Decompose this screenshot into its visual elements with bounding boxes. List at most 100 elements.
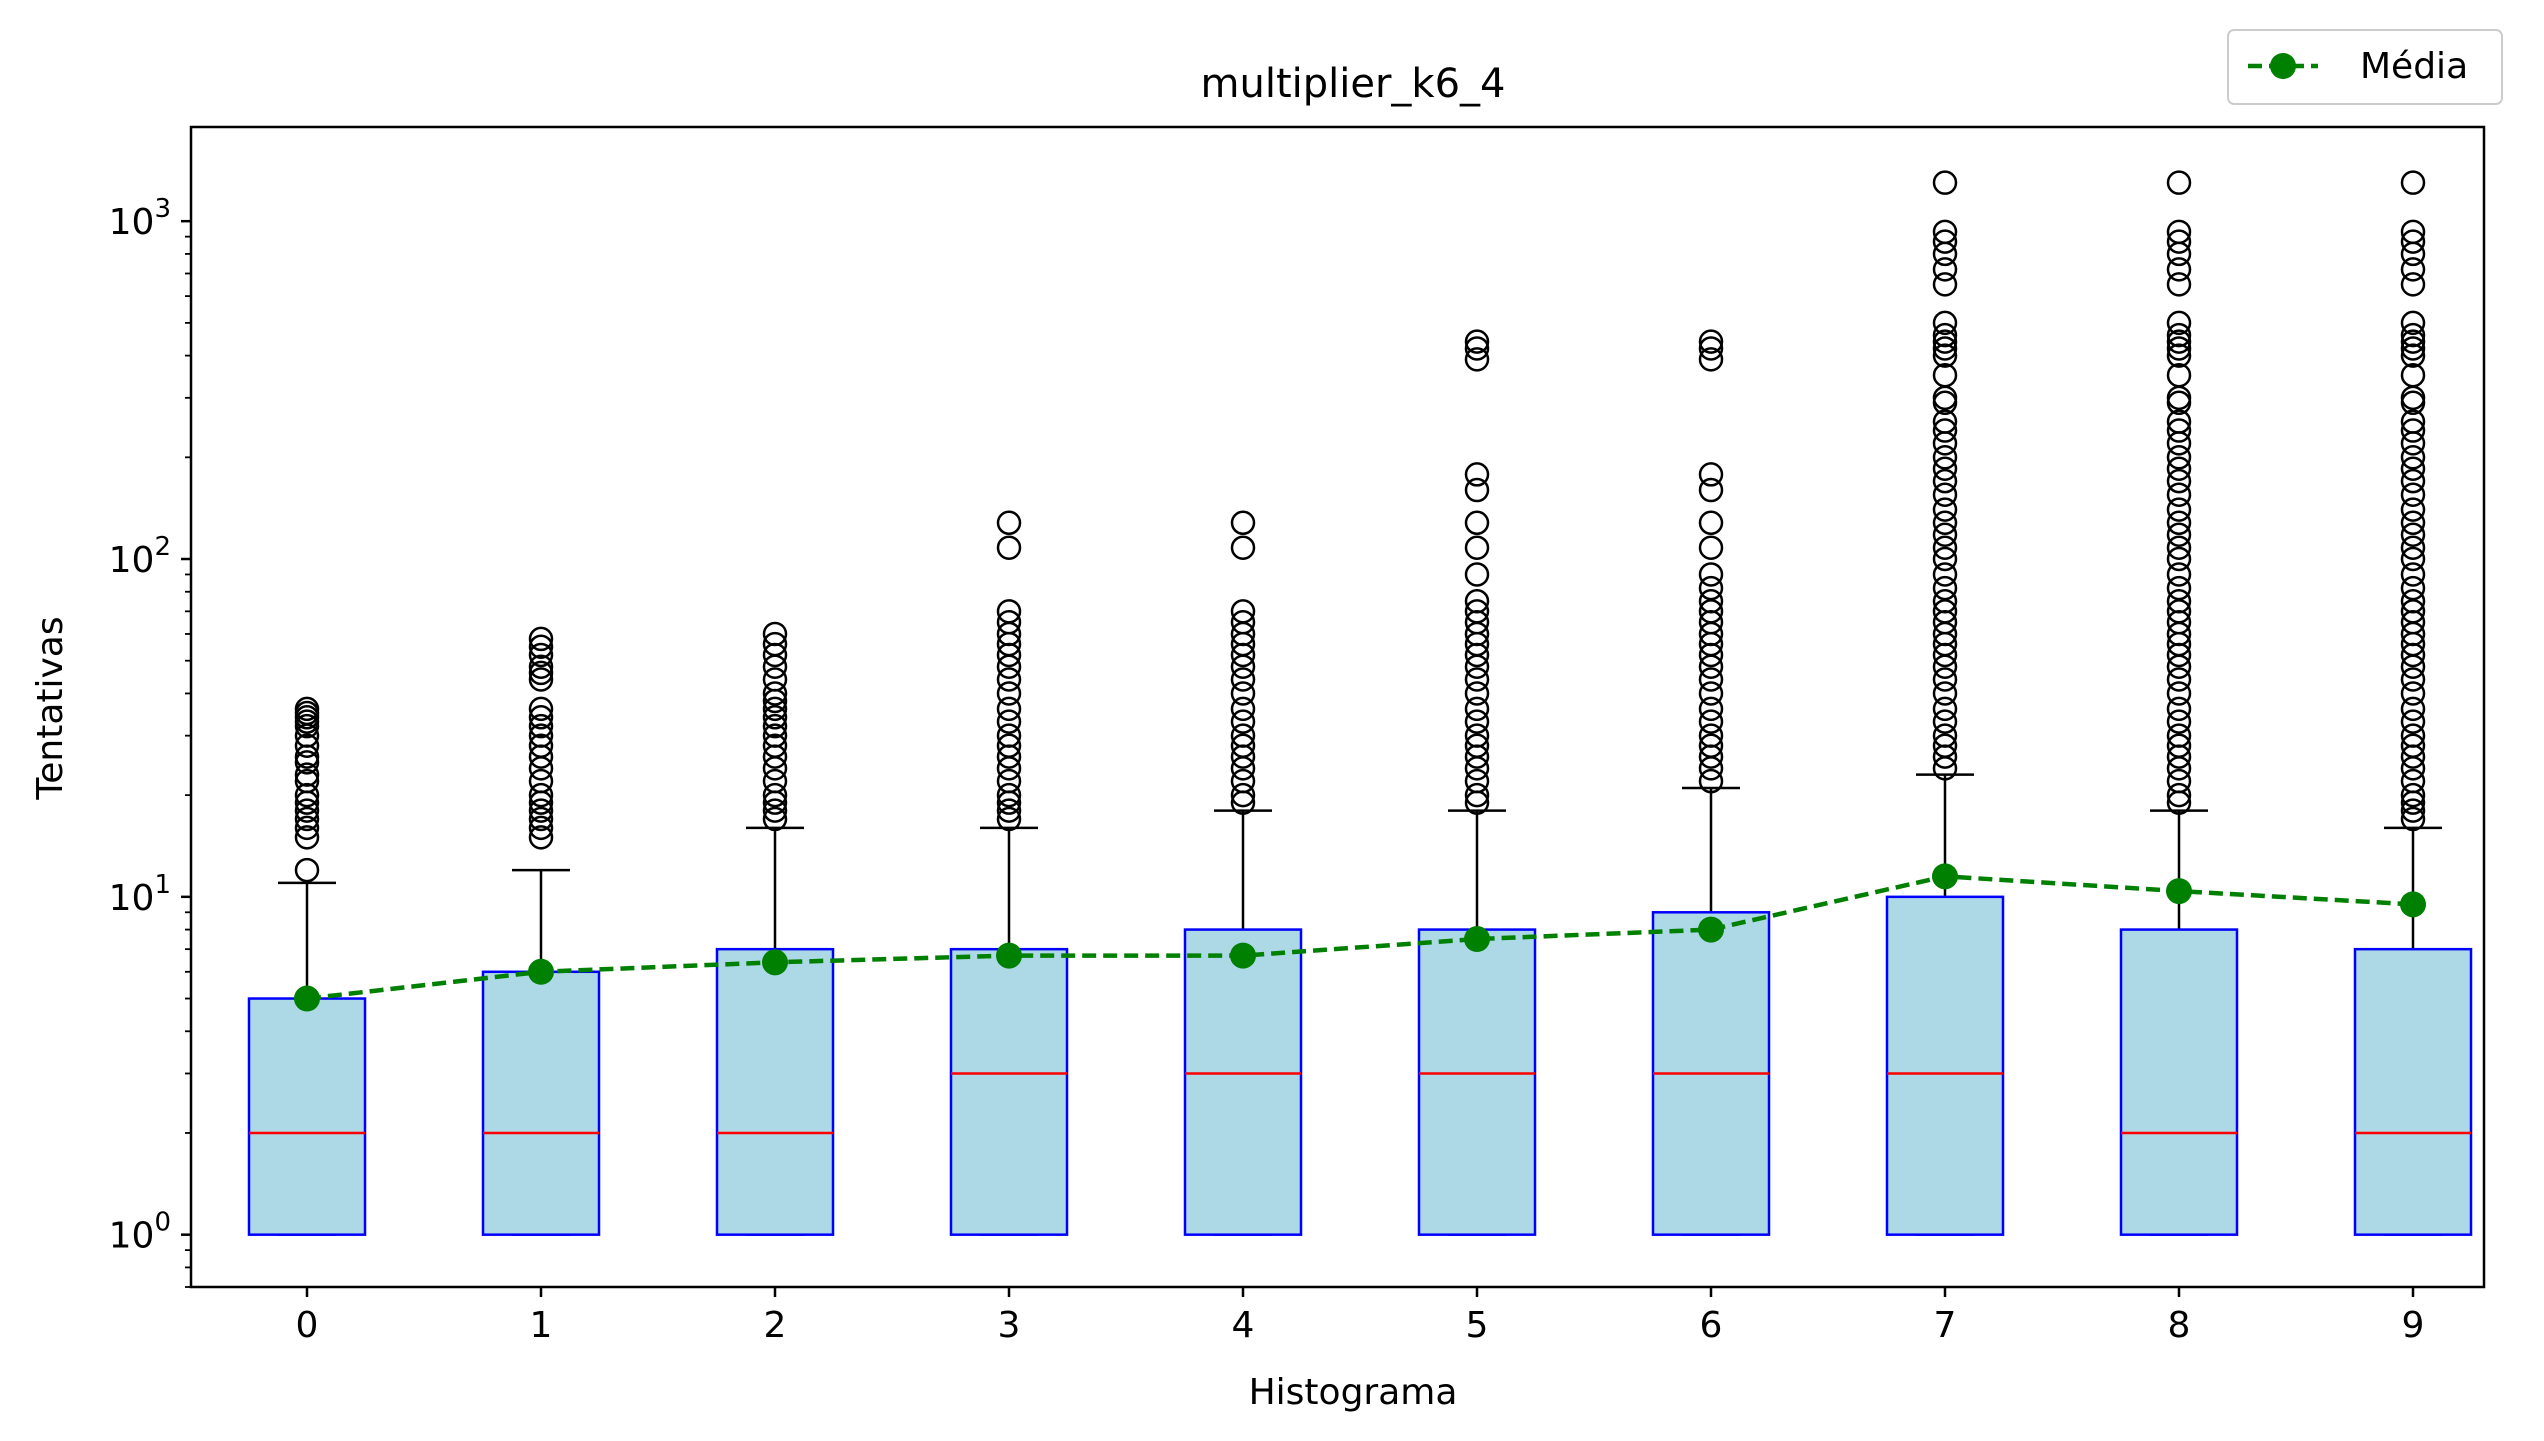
mean-point: [1698, 916, 1724, 943]
outlier-point: [2166, 322, 2192, 348]
outlier-point: [1698, 768, 1724, 794]
outlier-point: [2166, 219, 2192, 245]
outlier-point: [762, 681, 788, 706]
y-axis-label: Tentativas: [30, 616, 71, 800]
outlier-point: [2400, 667, 2426, 692]
outlier-point: [1464, 696, 1490, 722]
outlier-point: [1464, 477, 1490, 503]
outlier-point: [2400, 723, 2426, 748]
x-tick-label: 0: [296, 1305, 319, 1346]
outlier-point: [294, 782, 320, 808]
outlier-point: [1932, 575, 1958, 601]
outlier-point: [1230, 535, 1256, 560]
outlier-point: [762, 733, 788, 759]
outlier-point: [2400, 322, 2426, 348]
outlier-point: [1698, 462, 1724, 487]
outlier-point: [2166, 497, 2192, 522]
outlier-point: [2166, 272, 2192, 297]
outlier-point: [762, 713, 788, 739]
outlier-point: [1464, 681, 1490, 706]
box-group-1: [481, 626, 601, 1236]
outlier-point: [2400, 798, 2426, 823]
outlier-point: [2400, 241, 2426, 267]
outlier-point: [996, 599, 1022, 624]
outlier-point: [294, 815, 320, 841]
outlier-point: [1932, 219, 1958, 245]
mean-point: [2166, 878, 2192, 905]
outlier-point: [2400, 272, 2426, 297]
outlier-point: [1464, 588, 1490, 614]
outlier-point: [1464, 733, 1490, 759]
mean-point: [2400, 891, 2426, 918]
outlier-point: [1698, 510, 1724, 536]
outlier-point: [2400, 482, 2426, 507]
outlier-point: [2166, 723, 2192, 748]
outlier-point: [2166, 575, 2192, 601]
outlier-point: [1464, 535, 1490, 560]
y-tick-label: 101: [109, 870, 171, 919]
outlier-point: [2166, 667, 2192, 692]
outlier-point: [2400, 445, 2426, 470]
outlier-point: [2166, 468, 2192, 494]
box: [1417, 928, 1537, 1236]
outlier-point: [528, 705, 554, 730]
mean-point: [762, 949, 788, 976]
outlier-point: [996, 723, 1022, 748]
outlier-point: [1932, 343, 1958, 368]
box-group-4: [1183, 510, 1303, 1236]
outlier-point: [2400, 575, 2426, 601]
legend-frame: [2227, 29, 2503, 105]
outlier-point: [2400, 681, 2426, 706]
outlier-point: [996, 609, 1022, 635]
outlier-point: [528, 642, 554, 668]
plot-frame: [189, 125, 2486, 1289]
outlier-point: [2166, 310, 2192, 336]
outlier-point: [1698, 562, 1724, 587]
outlier-point: [528, 660, 554, 686]
outlier-point: [1698, 336, 1724, 361]
x-tick-label: 6: [1700, 1305, 1723, 1346]
outlier-point: [1932, 322, 1958, 348]
outlier-point: [1932, 497, 1958, 522]
outlier-point: [1932, 535, 1958, 560]
outlier-point: [2400, 768, 2426, 794]
outlier-point: [1932, 418, 1958, 443]
outlier-point: [2166, 709, 2192, 734]
outlier-point: [996, 696, 1022, 722]
outlier-point: [528, 806, 554, 832]
outlier-point: [2166, 170, 2192, 195]
outlier-point: [2166, 385, 2192, 411]
box-group-5: [1417, 329, 1537, 1236]
outlier-point: [762, 705, 788, 730]
outlier-point: [528, 825, 554, 850]
outlier-point: [2400, 733, 2426, 759]
legend-mean-label: Média: [2360, 46, 2468, 87]
outlier-point: [1698, 535, 1724, 560]
x-tick-label: 7: [1934, 1305, 1957, 1346]
outlier-point: [1932, 468, 1958, 494]
outlier-point: [2400, 806, 2426, 832]
outlier-point: [2166, 329, 2192, 354]
outlier-point: [2166, 229, 2192, 254]
outlier-point: [2166, 409, 2192, 434]
outlier-point: [2400, 418, 2426, 443]
box-group-2: [715, 621, 835, 1236]
x-tick-label: 9: [2402, 1305, 2425, 1346]
outlier-point: [1698, 696, 1724, 722]
x-tick-label: 8: [2168, 1305, 2191, 1346]
outlier-point: [294, 806, 320, 832]
outlier-point: [996, 709, 1022, 734]
box: [2353, 947, 2473, 1236]
outlier-point: [2400, 329, 2426, 354]
outlier-point: [1230, 723, 1256, 748]
outlier-point: [1698, 347, 1724, 372]
outlier-point: [2400, 522, 2426, 547]
outlier-point: [996, 681, 1022, 706]
outlier-point: [996, 667, 1022, 692]
outlier-point: [2400, 696, 2426, 722]
outlier-point: [2400, 709, 2426, 734]
outlier-point: [1230, 609, 1256, 635]
box-group-7: [1885, 170, 2005, 1236]
outlier-point: [2400, 562, 2426, 587]
